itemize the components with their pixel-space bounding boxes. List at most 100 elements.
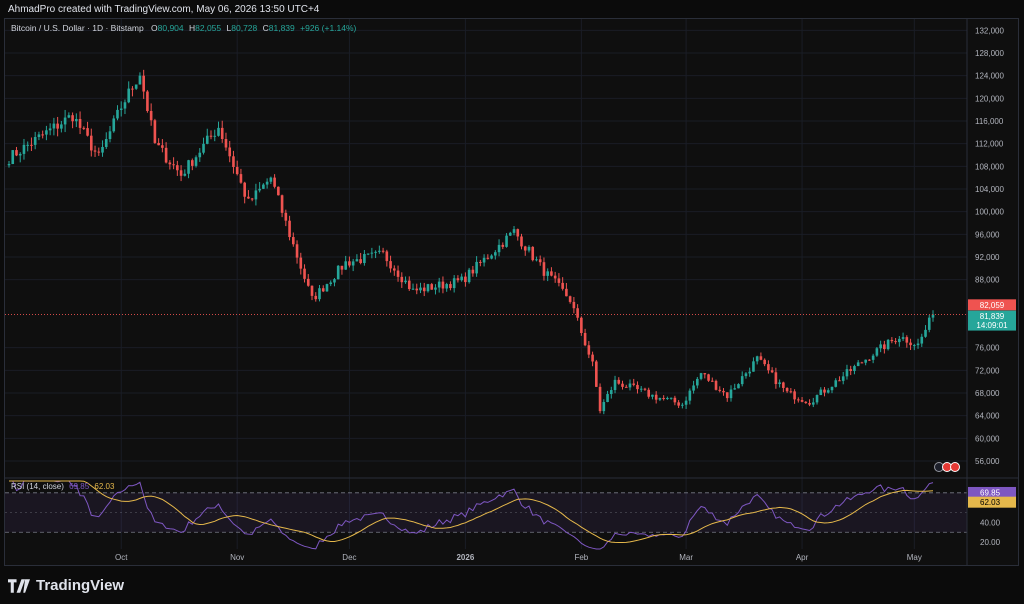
candle-body	[658, 397, 662, 400]
candle-body	[752, 361, 755, 372]
candle-body	[254, 190, 258, 200]
candle-body	[692, 385, 695, 391]
candle-body	[565, 288, 568, 297]
candle-body	[183, 173, 187, 176]
candle-body	[239, 174, 243, 183]
price-tick-label: 64,000	[975, 412, 1000, 421]
candle-body	[789, 391, 793, 393]
candle-body	[725, 392, 729, 399]
candle-body	[202, 143, 205, 153]
candle-body	[138, 75, 142, 85]
price-tick-label: 124,000	[975, 72, 1004, 81]
candle-body	[718, 389, 722, 391]
candle-body	[538, 259, 542, 263]
candle-body	[748, 371, 752, 374]
candle-body	[609, 390, 613, 395]
candle-body	[497, 244, 501, 253]
candle-body	[172, 164, 175, 166]
candle-body	[613, 379, 617, 391]
candle-body	[359, 259, 362, 264]
price-tick-label: 132,000	[975, 26, 1004, 35]
candle-body	[389, 261, 392, 269]
candle-body	[378, 250, 381, 252]
candle-body	[542, 262, 546, 276]
candle-body	[295, 244, 299, 258]
candle-body	[48, 128, 52, 131]
price-tick-label: 128,000	[975, 49, 1004, 58]
candle-body	[864, 359, 867, 363]
candle-body	[30, 144, 33, 146]
candle-body	[666, 398, 669, 400]
candle-body	[924, 329, 927, 337]
price-tick-label: 88,000	[975, 276, 1000, 285]
candle-body	[393, 268, 396, 271]
candle-body	[366, 253, 370, 255]
price-chart[interactable]: 132,000 128,000 124,000 120,000 116,000 112,0…	[5, 19, 1018, 565]
candle-body	[407, 280, 411, 290]
candle-body	[142, 75, 145, 92]
candle-body	[568, 296, 572, 302]
candle-body	[759, 356, 763, 360]
rsi-label: RSI (14, close)	[11, 482, 64, 491]
candle-body	[916, 343, 920, 346]
candle-body	[580, 317, 583, 333]
rsi-ma-label: 62.03	[980, 498, 1001, 507]
candle-body	[422, 287, 426, 292]
candle-body	[707, 374, 710, 381]
candle-body	[516, 229, 520, 237]
candle-body	[333, 279, 336, 283]
candle-body	[508, 232, 512, 236]
candle-body	[591, 354, 594, 362]
candle-body	[228, 147, 232, 157]
candle-body	[430, 284, 434, 290]
candle-body	[572, 301, 576, 309]
candle-body	[7, 164, 11, 166]
candle-body	[15, 150, 18, 156]
time-tick-label: May	[907, 553, 922, 562]
candle-body	[243, 182, 246, 197]
close-label: C	[263, 23, 269, 33]
candle-body	[37, 134, 41, 137]
candle-body	[464, 276, 467, 283]
candle-body	[247, 196, 250, 199]
candle-body	[905, 337, 909, 343]
candle-body	[819, 389, 823, 396]
candle-body	[677, 402, 680, 406]
candle-body	[826, 390, 830, 393]
candle-body	[501, 244, 505, 247]
candle-body	[845, 369, 849, 377]
candle-body	[853, 366, 856, 371]
candle-body	[426, 284, 430, 292]
candle-body	[127, 88, 131, 103]
candle-body	[823, 389, 826, 393]
candle-body	[370, 252, 374, 254]
candle-body	[722, 390, 725, 393]
candle-body	[901, 337, 905, 339]
tradingview-wordmark: TradingView	[36, 577, 125, 594]
high-value: 82,055	[195, 23, 221, 33]
candle-body	[441, 281, 445, 289]
candle-body	[329, 282, 333, 285]
candle-body	[684, 400, 688, 405]
candle-body	[164, 147, 168, 163]
candle-body	[18, 153, 22, 156]
candle-body	[220, 127, 224, 140]
candle-body	[217, 127, 220, 136]
price-tick-label: 92,000	[975, 253, 1000, 262]
chart-frame[interactable]: 132,000 128,000 124,000 120,000 116,000 112,0…	[4, 18, 1019, 566]
candle-body	[662, 397, 665, 399]
candle-body	[153, 120, 157, 143]
candle-body	[340, 265, 344, 270]
low-value: 80,728	[231, 23, 257, 33]
rsi-value-label: 69.85	[980, 488, 1001, 497]
candle-body	[744, 373, 748, 377]
event-flags[interactable]	[934, 462, 960, 472]
time-tick-label: Mar	[679, 553, 693, 562]
candle-body	[33, 136, 37, 145]
candle-body	[617, 379, 621, 384]
candle-body	[284, 212, 288, 221]
candle-body	[97, 151, 101, 153]
candle-body	[71, 115, 74, 122]
price-tick-label: 116,000	[975, 117, 1004, 126]
candle-body	[699, 373, 703, 379]
